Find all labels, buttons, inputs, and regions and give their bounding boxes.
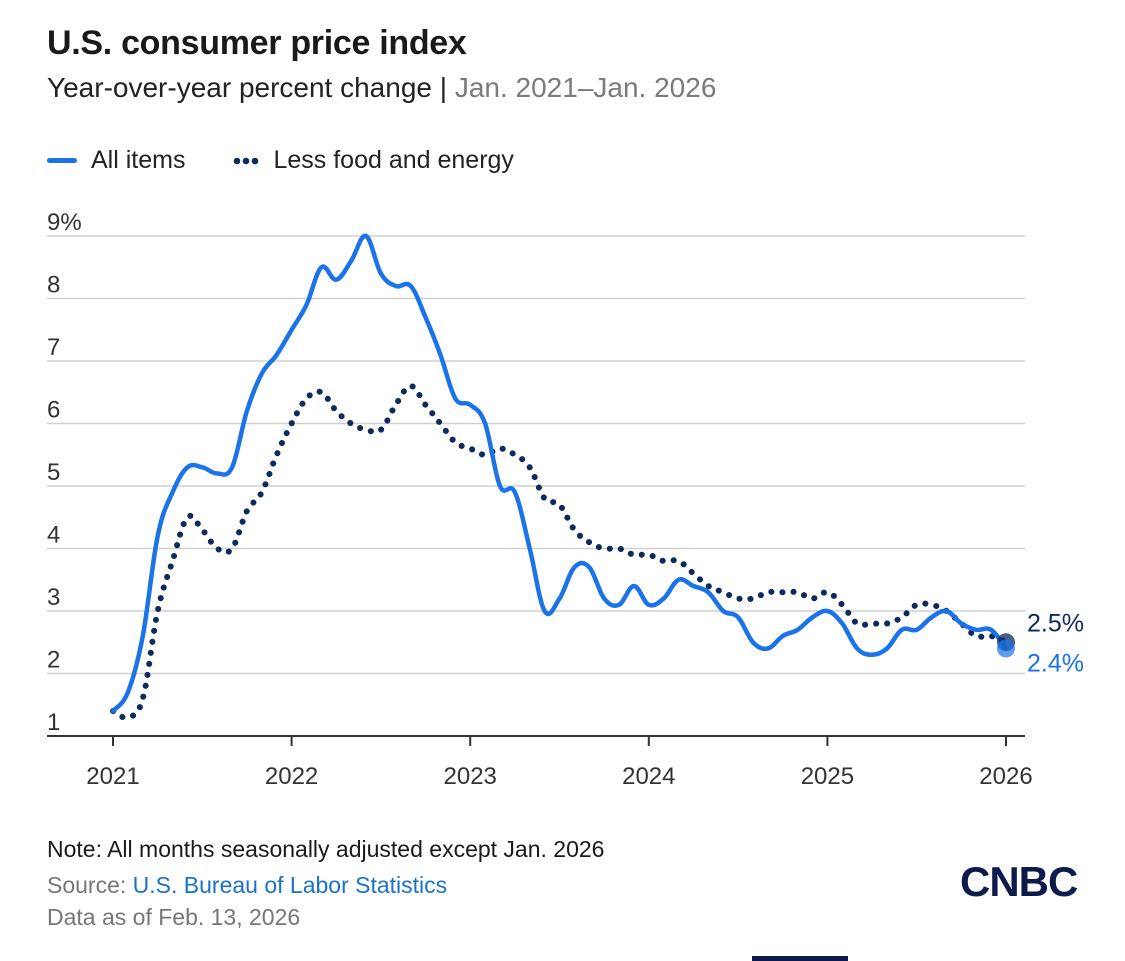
y-tick-label: 3 [47,584,60,611]
end-label-core: 2.5% [1027,609,1084,637]
x-tick-label: 2022 [265,763,318,790]
chart-subtitle: Year-over-year percent change | Jan. 202… [47,72,716,104]
x-tick-label: 2023 [444,763,497,790]
cnbc-logo: CNBC [960,858,1078,905]
y-tick-label: 8 [47,272,60,299]
end-points: 2.5% 2.4% [997,609,1084,678]
y-axis-ticks: 1 2 3 4 5 6 7 8 9% [47,209,82,736]
x-tick-label: 2024 [622,763,675,790]
chart-source: Source: U.S. Bureau of Labor Statistics [47,872,447,899]
y-tick-label: 2 [47,647,60,674]
subtitle-main: Year-over-year percent change [47,72,432,103]
x-tick-label: 2026 [979,763,1032,790]
legend-item-all-items: All items [47,146,185,175]
chart-legend: All items Less food and energy [47,146,562,175]
solid-line-icon [47,158,77,163]
grid-lines [47,235,1025,675]
y-tick-label: 1 [47,709,60,736]
legend-label-core: Less food and energy [273,146,514,174]
series-line-less-food-energy [110,383,1009,721]
x-axis: 2021 2022 2023 2024 2025 2026 [47,735,1033,790]
bottom-accent-bar [752,956,848,961]
source-label: Source: [47,872,133,898]
x-tick-label: 2021 [86,763,139,790]
end-point-all-items [997,639,1015,658]
y-tick-label: 9% [47,209,82,236]
series-lines [110,233,1009,721]
series-line-all-items [110,233,1009,714]
end-label-all-items: 2.4% [1027,650,1084,678]
chart-note: Note: All months seasonally adjusted exc… [47,836,605,862]
legend-label-all-items: All items [91,146,186,174]
source-link[interactable]: U.S. Bureau of Labor Statistics [132,872,448,898]
y-tick-label: 7 [47,334,60,361]
y-tick-label: 4 [47,522,60,549]
y-tick-label: 5 [47,459,60,486]
chart-title: U.S. consumer price index [47,24,467,62]
legend-item-core: Less food and energy [233,146,514,175]
subtitle-date-range: Jan. 2021–Jan. 2026 [454,72,717,103]
line-chart: 1 2 3 4 5 6 7 8 9% 2021 2022 2023 2024 2025 2026 2.5%… [47,209,1084,790]
y-tick-label: 6 [47,397,60,424]
x-tick-label: 2025 [801,763,854,790]
dotted-line-icon [234,157,259,164]
subtitle-separator: | [431,72,455,103]
data-as-of: Data as of Feb. 13, 2026 [47,904,301,930]
